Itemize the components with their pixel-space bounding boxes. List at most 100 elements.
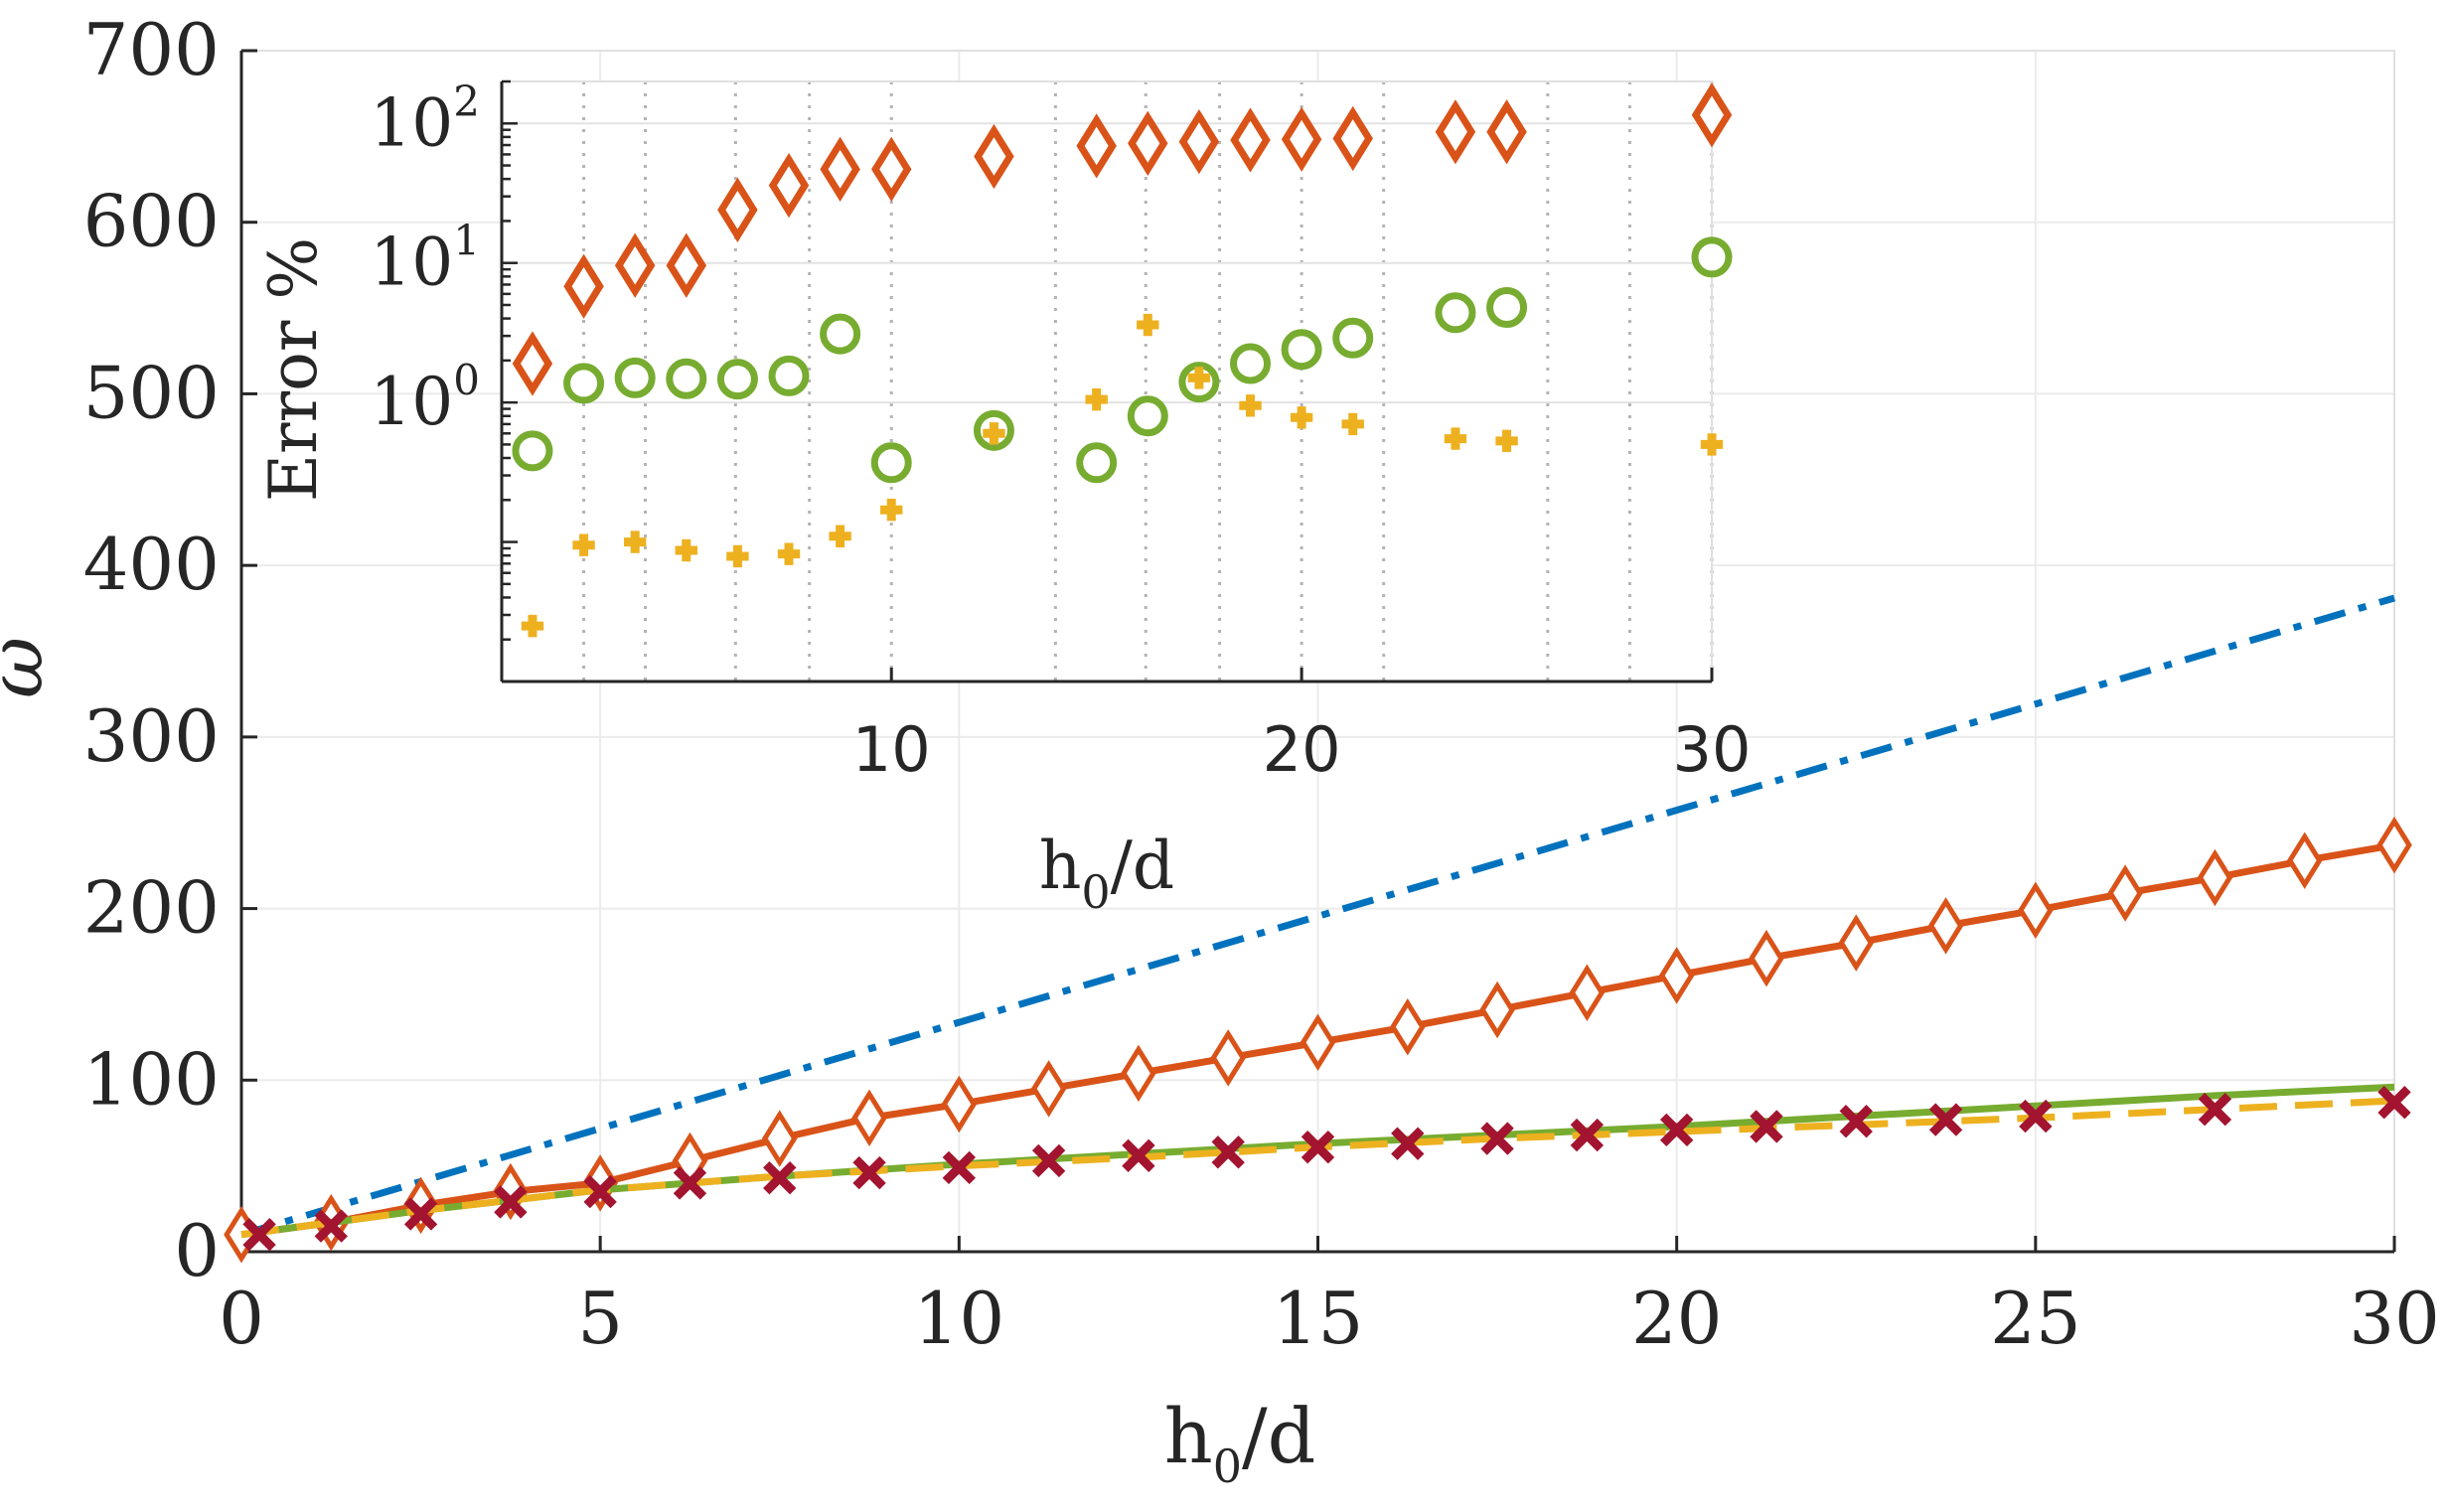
main-data-point — [583, 1174, 617, 1209]
main-data-point — [941, 1075, 978, 1134]
inset-data-point — [1341, 412, 1364, 436]
inset-data-point — [820, 313, 861, 355]
main-y-tick-label: 700 — [83, 8, 220, 91]
main-data-point — [1031, 1143, 1066, 1178]
main-data-point — [852, 1155, 886, 1190]
inset-data-point — [829, 525, 851, 547]
inset-series — [512, 82, 1733, 638]
main-y-tick-label: 0 — [174, 1209, 220, 1292]
main-x-tick-label: 15 — [1273, 1277, 1364, 1360]
inset-data-point — [983, 422, 1005, 445]
inset-data-point — [1435, 99, 1476, 165]
main-data-point — [2107, 864, 2143, 922]
main-data-point — [1301, 1130, 1335, 1164]
main-y-tick-label: 400 — [83, 523, 220, 606]
inset-data-point — [512, 331, 553, 396]
inset-data-point — [1239, 394, 1262, 417]
main-data-point — [1211, 1135, 1245, 1169]
main-data-point — [1391, 1127, 1425, 1160]
inset-data-point — [1230, 343, 1272, 384]
inset-data-point — [870, 136, 912, 202]
main-data-point — [242, 1218, 276, 1252]
inset-data-point — [1187, 367, 1211, 389]
main-data-point — [2198, 1092, 2232, 1127]
main-data-point — [673, 1166, 707, 1200]
inset-data-point — [1281, 329, 1322, 371]
main-data-point — [1569, 964, 1606, 1021]
main-x-tick-label: 20 — [1631, 1277, 1723, 1360]
inset-data-point — [512, 430, 553, 472]
inset-data-point — [870, 442, 912, 484]
inset-ticks: 100 101 102 10 20 30 — [370, 76, 1751, 786]
main-data-point — [1389, 997, 1426, 1056]
inset-data-point — [1435, 292, 1476, 334]
inset-data-point — [1128, 110, 1168, 176]
main-data-point — [2197, 848, 2233, 907]
inset-data-point — [614, 357, 656, 398]
main-data-point — [942, 1150, 977, 1185]
main-data-point — [314, 1209, 348, 1243]
main-data-point — [1749, 929, 1784, 987]
inset-data-point — [1332, 317, 1374, 359]
inset-data-point — [1332, 105, 1373, 172]
inset-data-point — [1137, 313, 1159, 337]
main-series-line-0 — [240, 594, 2395, 1239]
main-data-point — [851, 1089, 887, 1147]
main-data-point — [1479, 981, 1515, 1039]
inset-data-point — [666, 232, 707, 298]
main-data-point — [1839, 1105, 1873, 1138]
main-data-point — [1659, 1113, 1694, 1147]
main-data-point — [1750, 1110, 1783, 1143]
main-data-point — [494, 1185, 528, 1219]
main-data-point — [1121, 1044, 1156, 1103]
inset-data-point — [974, 123, 1014, 190]
inset-plot: 100 101 102 10 20 30 Error % h0/d — [255, 76, 1751, 919]
inset-y-tick-label: 101 — [370, 217, 480, 301]
inset-data-point — [1281, 106, 1322, 172]
main-y-tick-label: 100 — [83, 1037, 220, 1121]
main-data-point — [1300, 1013, 1336, 1072]
main-data-point — [1030, 1060, 1067, 1118]
inset-data-point — [1691, 82, 1733, 148]
inset-x-tick-label: 10 — [852, 713, 931, 786]
inset-data-point — [1178, 108, 1220, 175]
main-data-point — [1570, 1118, 1605, 1152]
inset-data-point — [1076, 113, 1117, 179]
inset-data-point — [1486, 286, 1528, 328]
inset-data-point — [880, 499, 903, 522]
inset-data-point — [1230, 107, 1271, 173]
main-y-tick-label: 600 — [83, 180, 220, 263]
main-series — [224, 594, 2412, 1264]
inset-x-tick-label: 20 — [1263, 713, 1341, 786]
inset-data-point — [1486, 99, 1527, 165]
inset-data-point — [563, 363, 605, 404]
main-x-tick-label: 25 — [1990, 1277, 2081, 1360]
inset-y-axis-label: Error % — [255, 237, 332, 502]
main-data-point — [2019, 1099, 2053, 1134]
inset-data-point — [1444, 427, 1467, 450]
inset-data-point — [1290, 406, 1313, 429]
inset-data-point — [563, 253, 604, 319]
inset-data-point — [768, 152, 810, 219]
inset-data-point — [777, 542, 801, 565]
inset-y-tick-label: 100 — [370, 356, 480, 440]
inset-data-point — [623, 530, 647, 553]
main-y-tick-label: 200 — [83, 866, 220, 950]
inset-x-tick-label: 30 — [1673, 713, 1752, 786]
inset-data-point — [726, 544, 749, 568]
main-data-point — [761, 1110, 798, 1167]
inset-data-point — [1127, 395, 1168, 437]
inset-data-point — [1495, 429, 1518, 453]
inset-data-point — [820, 136, 860, 202]
main-x-tick-label: 0 — [219, 1277, 264, 1360]
main-y-axis-label: ω — [0, 637, 60, 698]
main-x-tick-label: 10 — [914, 1277, 1005, 1360]
main-data-point — [763, 1161, 797, 1195]
inset-data-point — [1076, 442, 1118, 484]
main-data-point — [1658, 947, 1695, 1004]
inset-data-point — [666, 358, 707, 399]
main-data-point — [1928, 1103, 1963, 1136]
main-data-point — [1480, 1122, 1514, 1155]
